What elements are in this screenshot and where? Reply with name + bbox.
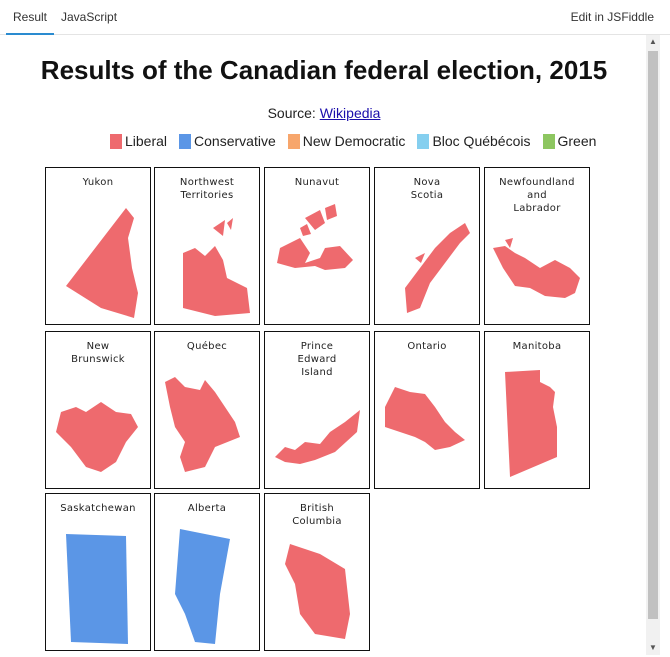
province-cell[interactable]: Alberta — [154, 493, 260, 651]
legend-swatch — [179, 133, 192, 149]
province-shape[interactable] — [405, 223, 470, 313]
province-cell[interactable]: Nova Scotia — [374, 167, 480, 325]
source-link[interactable]: Wikipedia — [319, 105, 381, 121]
province-name: Yukon — [82, 177, 114, 188]
legend-label: Conservative — [194, 133, 276, 149]
province-cell[interactable]: New Brunswick — [45, 331, 151, 489]
province-map — [66, 534, 128, 644]
province-name: Manitoba — [512, 341, 562, 352]
province-map — [66, 208, 138, 318]
legend-swatch — [417, 133, 430, 149]
province-name: Québec — [186, 341, 228, 352]
province-shape[interactable] — [277, 204, 353, 270]
legend-item[interactable]: New Democratic — [287, 133, 406, 149]
legend-item[interactable]: Bloc Québécois — [417, 133, 531, 149]
province-shape[interactable] — [66, 534, 128, 644]
province-shape[interactable] — [56, 402, 138, 472]
legend: Liberal Conservative New Democratic Bloc Qu… — [110, 133, 596, 149]
source-line: Source: Wikipedia — [0, 105, 648, 121]
province-map — [175, 529, 230, 644]
province-map — [385, 387, 465, 450]
province-name: New Brunswick — [71, 341, 125, 365]
province-cell[interactable]: Saskatchewan — [45, 493, 151, 651]
province-shape[interactable] — [183, 218, 250, 316]
province-name: Northwest Territories — [179, 177, 235, 201]
legend-label: Green — [557, 133, 597, 149]
province-map — [56, 402, 138, 472]
tab-result[interactable]: Result — [6, 10, 55, 35]
province-map — [493, 238, 580, 298]
province-map — [405, 223, 470, 313]
legend-swatch — [110, 133, 122, 149]
legend-item[interactable]: Green — [542, 133, 597, 149]
province-map — [277, 204, 353, 270]
province-shape[interactable] — [493, 238, 580, 298]
page-title: Results of the Canadian federal election… — [40, 55, 608, 85]
province-cell[interactable]: Newfoundland and Labrador — [484, 167, 590, 325]
province-cell[interactable]: Yukon — [45, 167, 151, 325]
province-cell[interactable]: Northwest Territories — [154, 167, 260, 325]
province-cell[interactable]: Ontario — [374, 331, 480, 489]
legend-swatch — [287, 133, 300, 149]
province-cell[interactable]: British Columbia — [264, 493, 370, 651]
legend-item[interactable]: Liberal — [110, 133, 167, 149]
province-map — [285, 544, 350, 639]
province-name: British Columbia — [292, 503, 342, 527]
province-map — [165, 377, 240, 472]
province-name: Nova Scotia — [410, 177, 444, 201]
province-name: Saskatchewan — [60, 503, 136, 514]
province-name: Alberta — [187, 503, 227, 514]
province-cell[interactable]: Québec — [154, 331, 260, 489]
province-name: Newfoundland and Labrador — [499, 177, 575, 214]
edit-in-jsfiddle-link[interactable]: Edit in JSFiddle — [570, 10, 654, 24]
province-shape[interactable] — [285, 544, 350, 639]
province-map — [275, 410, 360, 464]
scroll-up-arrow-icon[interactable]: ▲ — [649, 37, 657, 46]
province-shape[interactable] — [385, 387, 465, 450]
province-shape[interactable] — [275, 410, 360, 464]
scrollbar[interactable]: ▲ ▼ — [646, 35, 660, 655]
tab-javascript[interactable]: JavaScript — [61, 10, 118, 24]
province-shape[interactable] — [505, 370, 557, 477]
province-cell[interactable]: Nunavut — [264, 167, 370, 325]
province-shape[interactable] — [165, 377, 240, 472]
scrollbar-thumb[interactable] — [648, 51, 658, 619]
province-name: Ontario — [407, 341, 447, 352]
province-map — [183, 218, 250, 316]
scroll-down-arrow-icon[interactable]: ▼ — [649, 643, 657, 652]
result-frame: Results of the Canadian federal election… — [0, 35, 670, 657]
province-cell[interactable]: Manitoba — [484, 331, 590, 489]
province-shape[interactable] — [175, 529, 230, 644]
legend-swatch — [542, 133, 555, 149]
province-cell[interactable]: Prince Edward Island — [264, 331, 370, 489]
legend-label: Liberal — [125, 133, 168, 149]
province-map — [505, 370, 557, 477]
legend-label: New Democratic — [302, 133, 406, 149]
province-name: Nunavut — [294, 177, 340, 188]
legend-item[interactable]: Conservative — [179, 133, 276, 149]
jsfiddle-toolbar: Result JavaScript Edit in JSFiddle — [0, 0, 670, 35]
legend-label: Bloc Québécois — [432, 133, 531, 149]
province-name: Prince Edward Island — [297, 341, 337, 378]
source-prefix: Source: — [267, 105, 320, 121]
province-shape[interactable] — [66, 208, 138, 318]
